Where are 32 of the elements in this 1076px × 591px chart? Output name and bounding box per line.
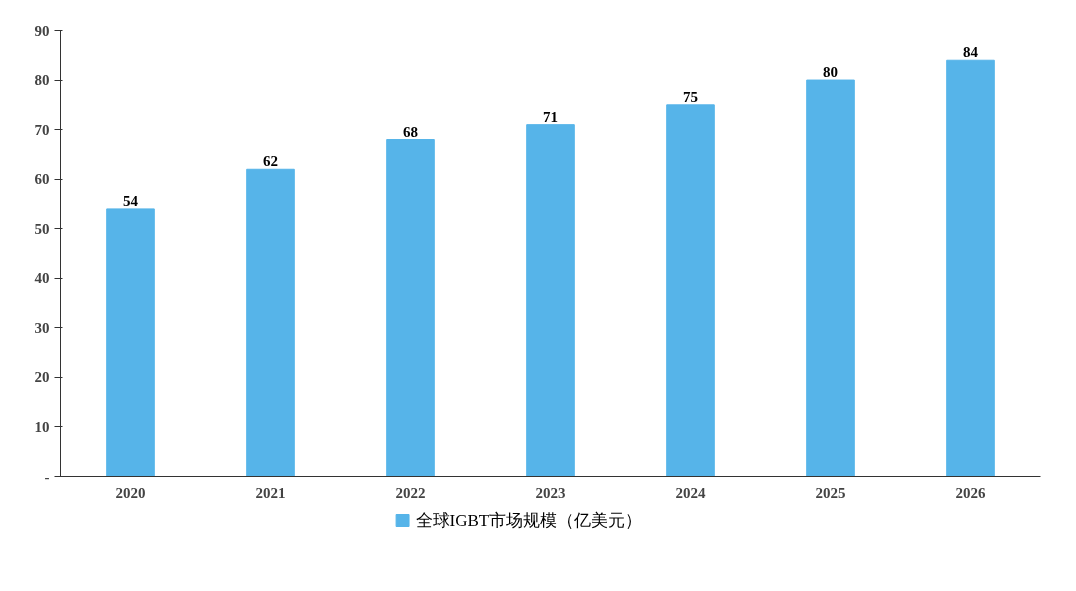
data-label: 54 bbox=[123, 192, 139, 209]
data-label: 80 bbox=[823, 64, 838, 81]
bar bbox=[246, 168, 295, 477]
y-tick-label: 80 bbox=[34, 72, 50, 89]
bar bbox=[106, 208, 155, 477]
bar bbox=[666, 104, 715, 477]
y-tick-label: 30 bbox=[34, 319, 50, 336]
x-tick-label: 2025 bbox=[815, 484, 846, 501]
data-label: 84 bbox=[963, 44, 979, 61]
y-tick-label: 50 bbox=[34, 220, 50, 237]
y-tick-label: - bbox=[44, 468, 50, 485]
bar bbox=[386, 139, 435, 477]
x-tick-label: 2023 bbox=[535, 484, 566, 501]
data-label: 71 bbox=[543, 108, 558, 125]
x-tick-label: 2026 bbox=[955, 484, 986, 501]
y-tick-label: 40 bbox=[34, 270, 50, 287]
data-label: 75 bbox=[683, 88, 698, 105]
data-label: 62 bbox=[263, 153, 278, 170]
legend-label: 全球IGBT市场规模（亿美元） bbox=[415, 511, 643, 530]
x-tick-label: 2022 bbox=[395, 484, 426, 501]
y-tick-label: 20 bbox=[34, 369, 50, 386]
x-tick-label: 2024 bbox=[675, 484, 706, 501]
bar bbox=[946, 59, 995, 477]
x-tick-label: 2021 bbox=[255, 484, 286, 501]
bar bbox=[806, 79, 855, 477]
y-tick-label: 70 bbox=[34, 121, 50, 138]
y-tick-label: 60 bbox=[34, 171, 50, 188]
y-tick-label: 10 bbox=[34, 418, 50, 435]
data-label: 68 bbox=[403, 123, 418, 140]
x-tick-label: 2020 bbox=[115, 484, 146, 501]
y-tick-label: 90 bbox=[34, 22, 50, 39]
bar bbox=[526, 124, 575, 477]
